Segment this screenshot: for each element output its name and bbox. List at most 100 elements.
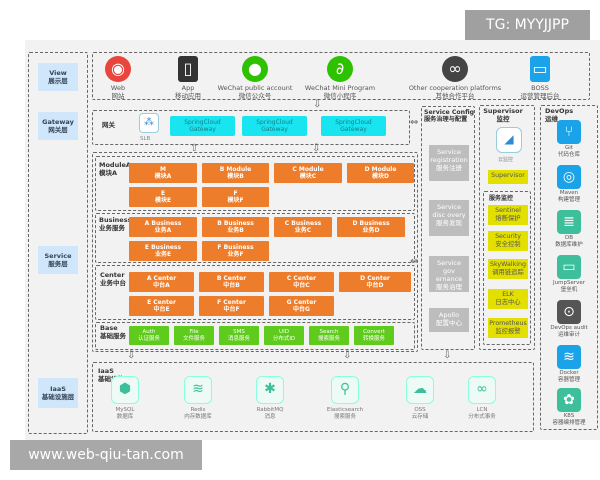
module-item[interactable]: B Module 模块B xyxy=(202,163,269,183)
base-item[interactable]: SMS 消息服务 xyxy=(219,326,259,345)
service-config-box xyxy=(421,106,475,350)
label-cn: 中台F xyxy=(223,306,240,313)
center-item[interactable]: D Center 中台D xyxy=(339,272,411,292)
business-item[interactable]: A Business 业务A xyxy=(129,217,197,237)
label-cn: 业务C xyxy=(294,227,312,234)
spring-cloud-gateway: SpringCloud Gateway xyxy=(170,116,235,136)
label-cn: 业务A xyxy=(154,227,172,234)
supervisor-label: Supervisor 监控 xyxy=(483,107,523,123)
business-item[interactable]: F Business 业务F xyxy=(202,241,269,261)
module-item[interactable]: M 模块A xyxy=(129,163,197,183)
base-item[interactable]: File 文件服务 xyxy=(174,326,214,345)
label-cn: 模块D xyxy=(372,173,389,180)
view-item-other-cooperation-platforms[interactable]: ∞ Other cooperation platforms 其他合作平台 xyxy=(400,56,510,100)
center-item[interactable]: C Center 中台C xyxy=(269,272,334,292)
devops-label: DevOps 运维 xyxy=(545,107,574,123)
base-item[interactable]: UID 分布式ID xyxy=(264,326,304,345)
business-item[interactable]: C Business 业务C xyxy=(274,217,332,237)
arrow-down-icon: ⇩ xyxy=(127,350,136,361)
label-cn: 中台D xyxy=(366,282,384,289)
cloud-monitor-label: 云监控 xyxy=(498,157,514,163)
view-item-wechat-mini-program[interactable]: ∂ WeChat Mini Program 微信小程序 xyxy=(300,56,380,100)
center-item[interactable]: B Center 中台B xyxy=(199,272,264,292)
view-item-boss[interactable]: ▭ BOSS 运营管理后台 xyxy=(500,56,580,100)
label-en: SMS xyxy=(233,328,245,335)
layer-label-cn: 展示层 xyxy=(48,77,68,85)
label-cn: 内存数据库 xyxy=(184,413,212,420)
service-config-item[interactable]: Service gov ernance 服务治理 xyxy=(429,256,469,292)
label-en: C Center xyxy=(286,274,317,282)
label-cn: 中台G xyxy=(293,306,310,313)
monitor-item[interactable]: SkyWalking 调用链追踪 xyxy=(488,259,528,279)
spring-cloud-gateway: SpringCloud Gateway xyxy=(242,116,307,136)
lcn-icon: ∞ xyxy=(468,376,496,404)
label-en: Sentinel xyxy=(495,207,521,214)
monitor-item[interactable]: Security 安全控制 xyxy=(488,231,528,251)
service-config-item[interactable]: Service disc overy 服务发现 xyxy=(429,200,469,236)
label-cn: 构建管理 xyxy=(557,196,580,203)
bottom-watermark: www.web-qiu-tan.com xyxy=(10,440,202,470)
label-en: B Business xyxy=(217,219,254,227)
label-cn: 中台A xyxy=(153,282,170,289)
label-cn: 调用链追踪 xyxy=(492,268,524,276)
maven-icon: ◎ xyxy=(557,165,581,189)
label-en: D Business xyxy=(352,219,390,227)
module-item[interactable]: F 模块F xyxy=(202,187,269,207)
view-item-web[interactable]: ◉ Web 网站 xyxy=(78,56,158,100)
monitor-item[interactable]: ELK 日志中心 xyxy=(488,289,528,309)
iaas-item: ✱ RabbitMQ 消息 xyxy=(240,376,300,421)
label-en: F xyxy=(233,189,238,197)
monitor-item[interactable]: Prometheus 监控报警 xyxy=(488,318,528,338)
layer-label: Service xyxy=(44,251,72,260)
base-box xyxy=(95,322,415,350)
mysql-icon: ⬢ xyxy=(111,376,139,404)
label-en: UID xyxy=(279,328,289,335)
label-cn: 模块E xyxy=(154,197,172,204)
center-item[interactable]: G Center 中台G xyxy=(269,296,334,316)
label-cn: 搜索服务 xyxy=(333,413,356,420)
service-config-item[interactable]: Apollo 配置中心 xyxy=(429,308,469,332)
label-cn: 文件服务 xyxy=(182,335,205,342)
module-item[interactable]: E 模块E xyxy=(129,187,197,207)
monitor-item[interactable]: Sentinel 熔断保护 xyxy=(488,205,528,225)
label-cn: 认证服务 xyxy=(137,335,160,342)
iaas-item: ⚲ Elasticsearch 搜索服务 xyxy=(315,376,375,421)
devops-item: ≣ DB 数据库维护 xyxy=(548,210,590,248)
center-item[interactable]: E Center 中台E xyxy=(129,296,194,316)
docker-icon: ≋ xyxy=(557,345,581,369)
base-item[interactable]: Search 搜索服务 xyxy=(309,326,349,345)
business-item[interactable]: B Business 业务B xyxy=(202,217,269,237)
label-cn: 业务B xyxy=(227,227,244,234)
slb-label: SLB xyxy=(140,136,151,142)
view-item-wechat-public-account[interactable]: ● WeChat public account 微信公众号 xyxy=(210,56,300,100)
gateway-label: 网关 xyxy=(102,121,115,129)
label-en: Service disc overy xyxy=(432,203,466,220)
wechat-icon: ● xyxy=(242,56,268,82)
label-en: A Business xyxy=(144,219,182,227)
center-item[interactable]: A Center 中台A xyxy=(129,272,194,292)
center-item[interactable]: F Center 中台F xyxy=(199,296,264,316)
label-cn: 中台B xyxy=(223,282,240,289)
label-en: Git xyxy=(565,145,573,151)
label-en: B Module xyxy=(219,165,252,173)
label-cn: 分布式ID xyxy=(272,335,296,342)
view-item-app[interactable]: ▯ App 移动应用 xyxy=(148,56,228,100)
module-item[interactable]: C Module 模块C xyxy=(274,163,342,183)
layer-label-cn: 服务层 xyxy=(48,260,68,268)
spring-cloud-gateway: SpringCloud Gateway xyxy=(321,116,386,136)
label-cn: 业务F xyxy=(227,251,244,258)
label-cn: 数据库 xyxy=(116,413,134,420)
label-en: Maven xyxy=(559,190,579,196)
module-box xyxy=(95,156,415,211)
module-item[interactable]: D Module 模块D xyxy=(347,163,414,183)
business-item[interactable]: E Business 业务E xyxy=(129,241,197,261)
base-item[interactable]: Convert 转换服务 xyxy=(354,326,394,345)
base-item[interactable]: Auth 认证服务 xyxy=(129,326,169,345)
label-cn: 业务D xyxy=(362,227,380,234)
label-en: MySQL xyxy=(115,407,135,413)
label-en: File xyxy=(189,328,199,335)
service-config-item[interactable]: Service registration 服务注册 xyxy=(429,145,469,181)
gateway-box xyxy=(92,110,410,145)
business-item[interactable]: D Business 业务D xyxy=(337,217,405,237)
label-cn: 模块B xyxy=(227,173,244,180)
